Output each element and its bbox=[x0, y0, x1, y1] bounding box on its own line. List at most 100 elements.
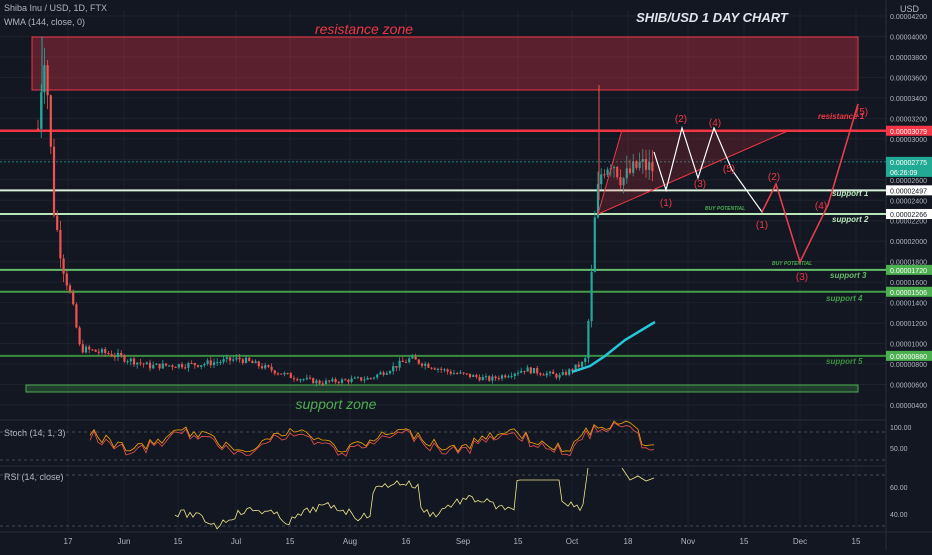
candle-body bbox=[72, 292, 75, 305]
y-tick-label: 0.00000800 bbox=[890, 362, 927, 369]
candle-body bbox=[36, 128, 40, 130]
candle-body bbox=[324, 380, 328, 384]
level-label: support 5 bbox=[826, 357, 863, 366]
y-tick-label: 0.00001000 bbox=[890, 342, 927, 349]
x-tick-label: 18 bbox=[624, 537, 633, 546]
candle-body bbox=[385, 373, 388, 375]
candle-body bbox=[264, 365, 267, 369]
rsi-tick: 40.00 bbox=[890, 512, 908, 519]
candle-body bbox=[56, 215, 59, 230]
candle-body bbox=[612, 167, 616, 169]
candle-body bbox=[180, 364, 184, 368]
resistance-zone bbox=[31, 36, 859, 91]
candle-body bbox=[347, 379, 350, 383]
candle-body bbox=[49, 95, 52, 147]
rsi-label[interactable]: RSI (14, close) bbox=[4, 472, 64, 482]
candle-body bbox=[110, 353, 113, 357]
candle-body bbox=[267, 365, 270, 367]
candle-body bbox=[360, 377, 363, 381]
wma-line bbox=[571, 320, 656, 374]
candle-body bbox=[456, 373, 459, 375]
candle-body bbox=[155, 363, 158, 365]
candle-body bbox=[488, 376, 491, 381]
wave-label: (3) bbox=[694, 179, 706, 190]
candle-body bbox=[318, 380, 321, 384]
candle-body bbox=[222, 359, 225, 363]
candle-body bbox=[548, 371, 552, 374]
candle-body bbox=[91, 349, 94, 351]
candle-body bbox=[376, 374, 379, 378]
candle-body bbox=[94, 349, 97, 352]
candle-body bbox=[203, 363, 206, 366]
candle-body bbox=[475, 375, 478, 377]
candle-body bbox=[516, 372, 520, 374]
candle-body bbox=[648, 162, 651, 170]
y-tick-label: 0.00004000 bbox=[890, 34, 927, 41]
y-tick-label: 0.00001800 bbox=[890, 260, 927, 267]
candle-body bbox=[209, 360, 212, 366]
support-zone bbox=[25, 384, 859, 393]
symbol-label[interactable]: Shiba Inu / USD, 1D, FTX bbox=[4, 3, 108, 13]
candle-body bbox=[219, 362, 222, 364]
candle-body bbox=[433, 368, 436, 370]
candle-body bbox=[100, 349, 104, 353]
candle-body bbox=[177, 364, 180, 368]
candle-body bbox=[190, 362, 193, 364]
price-tag-countdown: 06:26:09 bbox=[890, 170, 917, 177]
price-tag bbox=[886, 286, 932, 297]
candle-body bbox=[577, 364, 580, 367]
candle-body bbox=[123, 355, 126, 362]
candle-body bbox=[580, 362, 584, 367]
candle-body bbox=[276, 373, 280, 375]
candle-body bbox=[628, 168, 632, 173]
x-tick-label: Jun bbox=[118, 537, 131, 546]
x-tick-label: Jul bbox=[231, 537, 241, 546]
candle-body bbox=[440, 368, 443, 370]
x-tick-label: 16 bbox=[402, 537, 411, 546]
candle-body bbox=[603, 174, 606, 176]
wave-label: (3) bbox=[796, 272, 808, 283]
candle-body bbox=[232, 359, 235, 361]
candle-body bbox=[62, 258, 65, 274]
candle-body bbox=[532, 368, 536, 374]
stoch-tick: 50.00 bbox=[890, 446, 908, 453]
stoch-k-line bbox=[89, 420, 655, 453]
stoch-tick: 100.00 bbox=[890, 425, 912, 432]
candle-body bbox=[584, 358, 587, 363]
candle-body bbox=[526, 367, 529, 372]
buy-potential-label: BUY POTENTIAL bbox=[705, 206, 745, 212]
candle-body bbox=[59, 229, 62, 259]
price-tag bbox=[886, 350, 932, 361]
candle-body bbox=[430, 367, 433, 369]
candle-body bbox=[270, 366, 273, 371]
candle-body bbox=[507, 376, 510, 378]
wma-label[interactable]: WMA (144, close, 0) bbox=[4, 17, 86, 27]
candle-body bbox=[452, 373, 456, 375]
x-tick-label: Sep bbox=[456, 537, 471, 546]
candle-body bbox=[593, 217, 596, 272]
stoch-label[interactable]: Stoch (14, 1, 3) bbox=[4, 428, 66, 438]
y-tick-label: 0.00002600 bbox=[890, 178, 927, 185]
currency-label: USD bbox=[900, 4, 920, 14]
candle-body bbox=[184, 367, 187, 369]
x-tick-label: 15 bbox=[286, 537, 295, 546]
candle-body bbox=[500, 375, 504, 379]
candle-body bbox=[635, 161, 638, 168]
x-tick-label: 17 bbox=[64, 537, 73, 546]
candle-body bbox=[241, 359, 244, 363]
y-tick-label: 0.00003800 bbox=[890, 55, 927, 62]
candle-body bbox=[369, 377, 372, 379]
candle-body bbox=[379, 372, 382, 375]
rsi-tick: 60.00 bbox=[890, 485, 908, 492]
level-label: support 2 bbox=[832, 215, 869, 224]
y-tick-label: 0.00003200 bbox=[890, 116, 927, 123]
price-tag bbox=[886, 208, 932, 219]
candle-body bbox=[251, 360, 254, 364]
candle-body bbox=[446, 369, 449, 372]
candle-body bbox=[353, 377, 356, 379]
candle-body bbox=[212, 362, 216, 366]
candle-body bbox=[606, 169, 609, 175]
candle-body bbox=[350, 378, 353, 383]
